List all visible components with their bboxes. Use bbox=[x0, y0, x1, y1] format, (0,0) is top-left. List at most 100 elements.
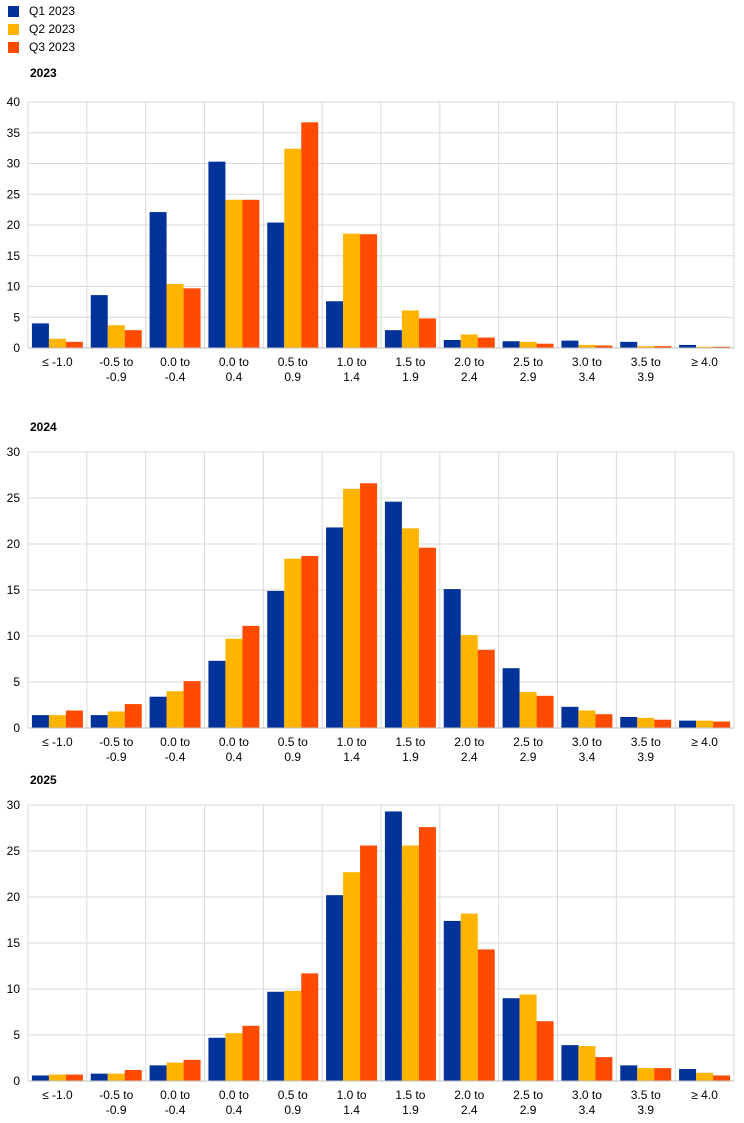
legend-label-q1: Q1 2023 bbox=[29, 4, 76, 18]
bar-q3-2023 bbox=[713, 721, 731, 728]
x-tick-label: 0.0 to 0.4 bbox=[219, 1088, 249, 1117]
x-tick-label: 3.5 to 3.9 bbox=[631, 355, 661, 384]
bar-q3-2023 bbox=[360, 845, 378, 1081]
bar-q3-2023 bbox=[301, 973, 319, 1081]
bar-q1-2023 bbox=[561, 1045, 579, 1081]
x-tick-label: 0.5 to 0.9 bbox=[278, 1088, 308, 1117]
bar-q1-2023 bbox=[679, 344, 697, 348]
y-tick-label: 5 bbox=[13, 310, 20, 324]
bar-q1-2023 bbox=[443, 920, 461, 1081]
y-tick-label: 15 bbox=[7, 583, 21, 597]
bar-q3-2023 bbox=[595, 345, 613, 348]
bar-q1-2023 bbox=[679, 1069, 697, 1081]
y-tick-label: 20 bbox=[7, 218, 21, 232]
y-tick-label: 15 bbox=[7, 249, 21, 263]
bar-q2-2023 bbox=[519, 341, 537, 348]
bar-q3-2023 bbox=[183, 1059, 201, 1081]
bar-q1-2023 bbox=[620, 716, 638, 728]
x-tick-label: ≤ -1.0 bbox=[42, 355, 73, 369]
bar-q1-2023 bbox=[149, 212, 167, 348]
bar-q1-2023 bbox=[149, 1065, 167, 1081]
bar-q2-2023 bbox=[401, 310, 419, 348]
x-tick-label: 0.0 to -0.4 bbox=[160, 735, 190, 764]
x-tick-label: -0.5 to -0.9 bbox=[99, 355, 133, 384]
bar-q2-2023 bbox=[343, 872, 361, 1081]
bar-q1-2023 bbox=[326, 895, 344, 1081]
bar-q2-2023 bbox=[401, 845, 419, 1081]
bar-q2-2023 bbox=[166, 1062, 184, 1081]
bar-q2-2023 bbox=[696, 1072, 714, 1081]
bar-q2-2023 bbox=[284, 148, 302, 348]
bar-q2-2023 bbox=[225, 1033, 243, 1081]
legend-item-q1: Q1 2023 bbox=[8, 2, 75, 20]
bar-q3-2023 bbox=[477, 949, 495, 1081]
bar-q2-2023 bbox=[460, 635, 478, 728]
bar-q2-2023 bbox=[519, 994, 537, 1081]
x-tick-label: ≤ -1.0 bbox=[42, 1088, 73, 1102]
y-tick-label: 30 bbox=[7, 157, 21, 171]
x-tick-label: 0.0 to 0.4 bbox=[219, 355, 249, 384]
bar-q3-2023 bbox=[301, 555, 319, 728]
y-tick-label: 25 bbox=[7, 844, 21, 858]
x-tick-label: 3.0 to 3.4 bbox=[572, 735, 602, 764]
bar-q1-2023 bbox=[267, 590, 285, 728]
bar-q2-2023 bbox=[48, 1074, 66, 1081]
bar-q3-2023 bbox=[124, 704, 142, 728]
bar-q3-2023 bbox=[242, 1025, 260, 1081]
bar-q1-2023 bbox=[443, 340, 461, 348]
bar-q1-2023 bbox=[443, 589, 461, 728]
bar-q1-2023 bbox=[208, 161, 226, 348]
bar-q1-2023 bbox=[267, 222, 285, 348]
bar-q3-2023 bbox=[65, 341, 83, 348]
panel-title-2023: 2023 bbox=[30, 66, 57, 80]
x-tick-label: ≤ -1.0 bbox=[42, 735, 73, 749]
y-tick-label: 10 bbox=[7, 629, 21, 643]
bar-q3-2023 bbox=[595, 1057, 613, 1081]
bar-q3-2023 bbox=[183, 288, 201, 348]
x-tick-label: 3.5 to 3.9 bbox=[631, 1088, 661, 1117]
x-tick-label: 0.5 to 0.9 bbox=[278, 735, 308, 764]
bar-q3-2023 bbox=[124, 330, 142, 348]
bar-q3-2023 bbox=[654, 719, 672, 728]
bar-q2-2023 bbox=[284, 990, 302, 1081]
bar-q1-2023 bbox=[208, 660, 226, 728]
x-tick-label: 1.5 to 1.9 bbox=[395, 355, 425, 384]
bar-q2-2023 bbox=[460, 334, 478, 348]
bar-q2-2023 bbox=[284, 558, 302, 728]
bar-q2-2023 bbox=[225, 199, 243, 348]
bar-q2-2023 bbox=[343, 233, 361, 348]
y-tick-label: 15 bbox=[7, 936, 21, 950]
bar-q2-2023 bbox=[166, 691, 184, 728]
bar-q2-2023 bbox=[107, 711, 125, 728]
legend: Q1 2023 Q2 2023 Q3 2023 bbox=[8, 2, 75, 56]
bar-q2-2023 bbox=[578, 344, 596, 348]
x-tick-label: 1.5 to 1.9 bbox=[395, 735, 425, 764]
bar-q3-2023 bbox=[65, 1074, 83, 1081]
bar-q2-2023 bbox=[578, 710, 596, 728]
bar-q3-2023 bbox=[536, 1021, 554, 1081]
y-tick-label: 5 bbox=[13, 675, 20, 689]
bar-q1-2023 bbox=[267, 991, 285, 1081]
bar-q2-2023 bbox=[343, 488, 361, 728]
bar-q1-2023 bbox=[90, 295, 108, 348]
y-tick-label: 30 bbox=[7, 445, 21, 459]
bar-q2-2023 bbox=[48, 715, 66, 728]
legend-label-q3: Q3 2023 bbox=[29, 40, 76, 54]
bar-q1-2023 bbox=[326, 301, 344, 348]
x-tick-label: 1.0 to 1.4 bbox=[337, 355, 367, 384]
bar-q3-2023 bbox=[477, 337, 495, 348]
legend-swatch-q2 bbox=[8, 23, 19, 35]
bar-q1-2023 bbox=[31, 1075, 49, 1081]
bar-q3-2023 bbox=[536, 695, 554, 728]
bar-q3-2023 bbox=[360, 483, 378, 728]
bar-q1-2023 bbox=[620, 1065, 638, 1081]
y-tick-label: 10 bbox=[7, 982, 21, 996]
bar-q1-2023 bbox=[90, 715, 108, 728]
panel-title-2025: 2025 bbox=[30, 773, 57, 787]
y-tick-label: 10 bbox=[7, 280, 21, 294]
x-tick-label: 1.0 to 1.4 bbox=[337, 1088, 367, 1117]
bar-q3-2023 bbox=[418, 318, 436, 348]
x-tick-label: 1.5 to 1.9 bbox=[395, 1088, 425, 1117]
